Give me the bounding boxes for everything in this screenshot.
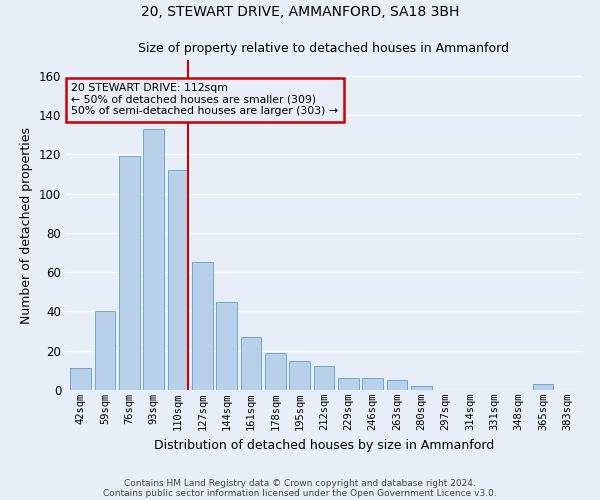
Bar [289,360,310,390]
Text: 20 STEWART DRIVE: 112sqm
← 50% of detached houses are smaller (309)
50% of semi-: 20 STEWART DRIVE: 112sqm ← 50% of detach… [71,83,338,116]
X-axis label: Distribution of detached houses by size in Ammanford: Distribution of detached houses by size … [154,438,494,452]
Bar [216,302,237,390]
Bar [192,262,212,390]
Bar [362,378,383,390]
Text: Contains public sector information licensed under the Open Government Licence v3: Contains public sector information licen… [103,488,497,498]
Bar [70,368,91,390]
Bar [95,312,115,390]
Bar [338,378,359,390]
Text: 20, STEWART DRIVE, AMMANFORD, SA18 3BH: 20, STEWART DRIVE, AMMANFORD, SA18 3BH [141,5,459,19]
Bar [314,366,334,390]
Bar [386,380,407,390]
Bar [265,352,286,390]
Bar [241,337,262,390]
Bar [533,384,553,390]
Bar [411,386,432,390]
Bar [119,156,140,390]
Title: Size of property relative to detached houses in Ammanford: Size of property relative to detached ho… [139,42,509,54]
Bar [167,170,188,390]
Text: Contains HM Land Registry data © Crown copyright and database right 2024.: Contains HM Land Registry data © Crown c… [124,478,476,488]
Bar [143,128,164,390]
Y-axis label: Number of detached properties: Number of detached properties [20,126,33,324]
